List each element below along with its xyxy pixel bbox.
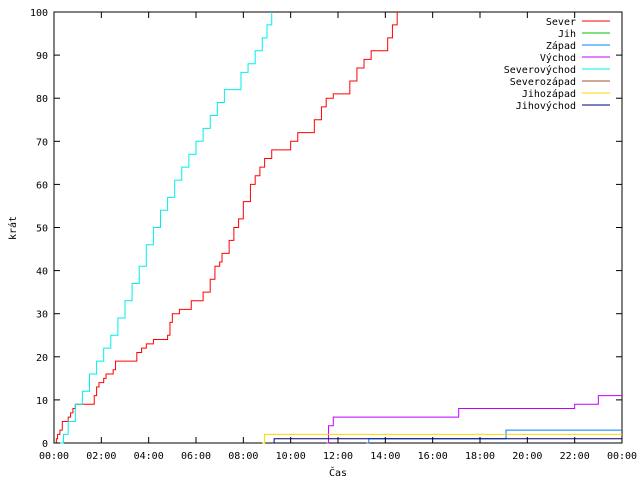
- x-tick-label: 04:00: [134, 451, 164, 462]
- legend-label: Jih: [558, 29, 576, 40]
- y-tick-label: 30: [36, 310, 48, 321]
- x-tick-label: 08:00: [228, 451, 258, 462]
- series-layer: [54, 12, 622, 444]
- y-tick-label: 80: [36, 94, 48, 105]
- x-axis-label: Čas: [329, 466, 347, 479]
- x-tick-label: 00:00: [39, 451, 69, 462]
- legend-label: Severozápad: [510, 76, 576, 88]
- ticks: 0 10 20 30 40 50 60 70 80 90 100 00:00 02:00 04:00 06:…: [30, 8, 637, 462]
- legend-label: Západ: [546, 40, 576, 52]
- y-tick-label: 70: [36, 137, 48, 148]
- legend-label: Sever: [546, 17, 576, 28]
- x-tick-label: 02:00: [86, 451, 116, 462]
- y-tick-label: 60: [36, 180, 48, 191]
- y-tick-label: 50: [36, 224, 48, 235]
- y-axis-label: krát: [7, 216, 19, 240]
- y-tick-label: 40: [36, 267, 48, 278]
- legend: SeverJihZápadVýchodSeverovýchodSeverozáp…: [504, 17, 610, 112]
- legend-label: Jihovýchod: [516, 100, 576, 112]
- y-tick-label: 10: [36, 396, 48, 407]
- legend-label: Jihozápad: [522, 88, 576, 100]
- y-tick-label: 20: [36, 353, 48, 364]
- series-line-4: [54, 12, 273, 444]
- series-line-3: [326, 395, 622, 444]
- x-tick-label: 20:00: [512, 451, 542, 462]
- x-tick-label: 06:00: [181, 451, 211, 462]
- y-tick-label: 90: [36, 51, 48, 62]
- x-tick-label: 10:00: [276, 451, 306, 462]
- series-line-6: [262, 433, 622, 444]
- x-tick-label: 12:00: [323, 451, 353, 462]
- x-tick-label: 18:00: [465, 451, 495, 462]
- series-line-7: [271, 438, 622, 444]
- x-tick-label: 14:00: [370, 451, 400, 462]
- x-tick-label: 00:00: [607, 451, 637, 462]
- plot-area: [53, 11, 623, 444]
- x-tick-label: 22:00: [560, 451, 590, 462]
- y-tick-label: 0: [42, 439, 48, 450]
- series-line-0: [54, 12, 398, 444]
- legend-label: Východ: [540, 52, 576, 64]
- y-tick-label: 100: [30, 8, 48, 19]
- x-tick-label: 16:00: [418, 451, 448, 462]
- legend-label: Severovýchod: [504, 64, 576, 76]
